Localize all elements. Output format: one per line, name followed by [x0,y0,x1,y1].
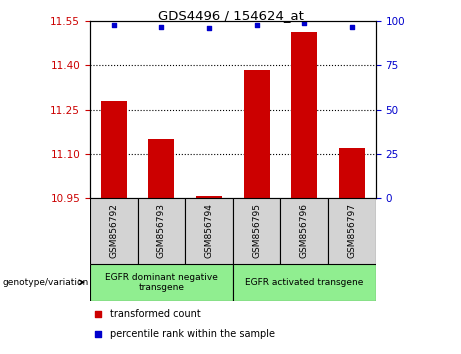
Text: EGFR activated transgene: EGFR activated transgene [245,278,363,287]
Bar [90,198,137,264]
Point [95,331,102,337]
Point [205,25,213,31]
Bar [339,148,365,198]
Bar [233,264,376,301]
Bar [196,196,222,198]
Bar [137,198,185,264]
Text: GSM856795: GSM856795 [252,204,261,258]
Point [301,20,308,26]
Text: GSM856794: GSM856794 [205,204,213,258]
Bar [100,101,127,198]
Text: GSM856797: GSM856797 [348,204,356,258]
Bar [185,198,233,264]
Bar [328,198,376,264]
Text: transformed count: transformed count [110,309,201,319]
Point [158,24,165,29]
Point [253,22,260,28]
Text: GSM856793: GSM856793 [157,204,166,258]
Bar [233,198,280,264]
Text: GDS4496 / 154624_at: GDS4496 / 154624_at [158,9,303,22]
Bar [291,32,317,198]
Point [110,22,118,28]
Bar [148,139,174,198]
Text: GSM856792: GSM856792 [109,204,118,258]
Text: GSM856796: GSM856796 [300,204,309,258]
Text: EGFR dominant negative
transgene: EGFR dominant negative transgene [105,273,218,292]
Point [95,311,102,316]
Bar [243,70,270,198]
Text: genotype/variation: genotype/variation [2,278,89,287]
Point [348,24,355,29]
Bar [90,264,233,301]
Text: percentile rank within the sample: percentile rank within the sample [110,329,275,339]
Bar [280,198,328,264]
